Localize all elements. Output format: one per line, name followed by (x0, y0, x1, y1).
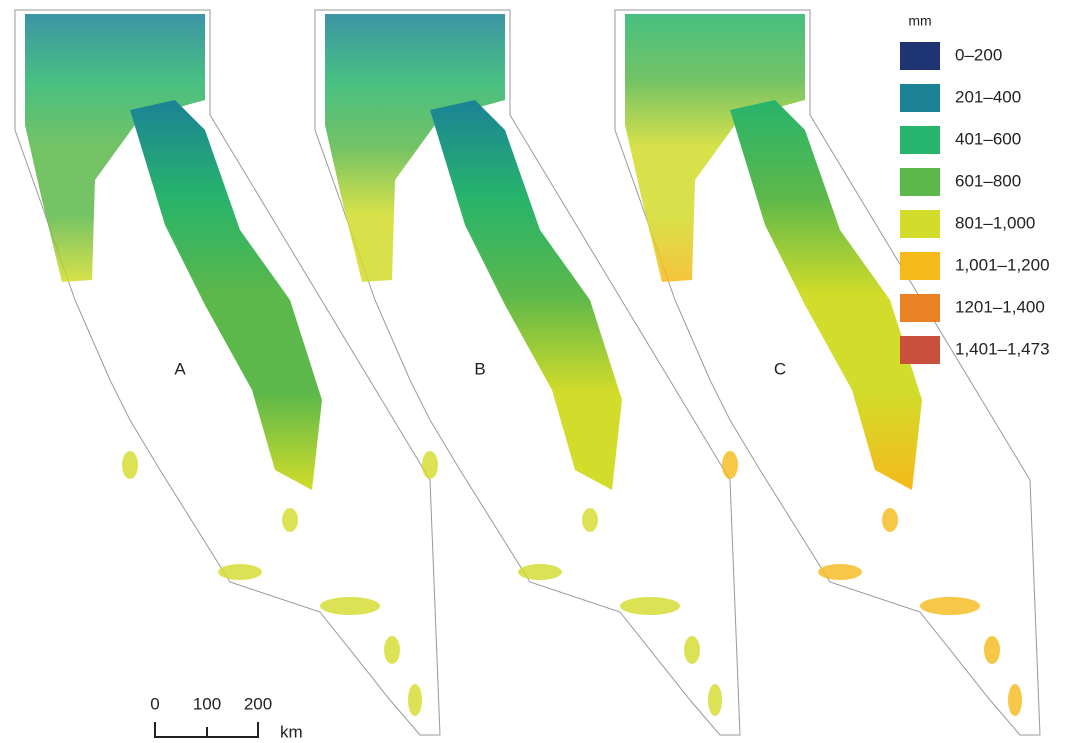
vegetation-patch (518, 564, 562, 580)
legend-label: 401–600 (955, 129, 1021, 148)
scale-bar: 0 100 200 km (150, 694, 302, 741)
legend-swatch (900, 42, 940, 70)
panel-label: A (174, 359, 186, 378)
vegetation-patch (408, 684, 422, 716)
panel-label: B (474, 359, 485, 378)
legend-swatch (900, 210, 940, 238)
legend-label: 801–1,000 (955, 213, 1035, 232)
scale-label: 200 (244, 694, 272, 713)
scale-label: 0 (150, 694, 159, 713)
vegetation-patch (218, 564, 262, 580)
figure: A B C mm 0–200 201–400 401–600 601–800 801–1,0… (0, 0, 1067, 743)
vegetation-patch (384, 636, 400, 664)
panel-label: C (774, 359, 786, 378)
vegetation-patch (684, 636, 700, 664)
vegetation-patch (1008, 684, 1022, 716)
vegetation-patch (722, 451, 738, 479)
legend-label: 1,401–1,473 (955, 339, 1050, 358)
vegetation-patch (708, 684, 722, 716)
legend-swatch (900, 168, 940, 196)
vegetation-patch (818, 564, 862, 580)
vegetation-patch (620, 597, 680, 615)
legend-label: 601–800 (955, 171, 1021, 190)
legend-swatch (900, 84, 940, 112)
legend-title: mm (908, 13, 931, 29)
vegetation-patch (320, 597, 380, 615)
vegetation-patch (882, 508, 898, 532)
vegetation-patch (422, 451, 438, 479)
scale-line (155, 722, 258, 737)
legend-swatch (900, 336, 940, 364)
legend-swatch (900, 294, 940, 322)
legend-label: 201–400 (955, 87, 1021, 106)
vegetation-patch (582, 508, 598, 532)
legend-label: 1,001–1,200 (955, 255, 1050, 274)
vegetation-patch (920, 597, 980, 615)
legend-label: 0–200 (955, 45, 1002, 64)
vegetation-patch (122, 451, 138, 479)
vegetation-patch (984, 636, 1000, 664)
vegetation-patch (282, 508, 298, 532)
legend-swatch (900, 126, 940, 154)
scale-label: 100 (193, 694, 221, 713)
legend-swatch (900, 252, 940, 280)
scale-unit: km (280, 722, 303, 741)
legend-label: 1201–1,400 (955, 297, 1045, 316)
